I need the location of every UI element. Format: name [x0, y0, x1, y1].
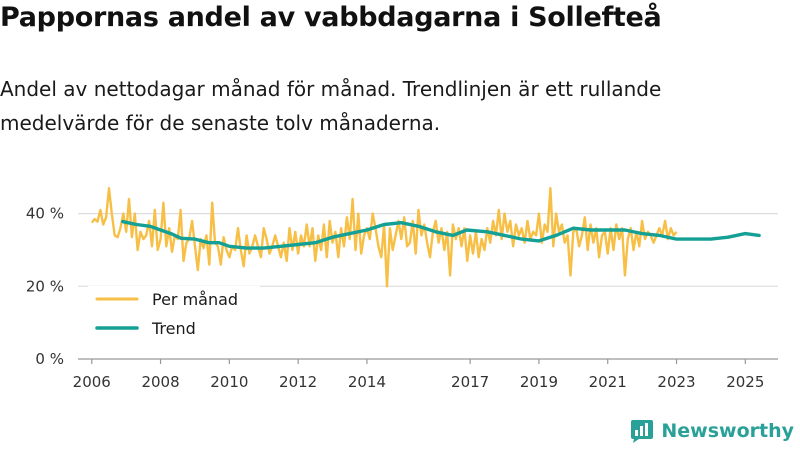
legend-box: [88, 286, 260, 344]
brand-logo: Newsworthy: [629, 418, 794, 444]
brand-name: Newsworthy: [661, 420, 794, 442]
x-tick-label: 2021: [589, 373, 627, 391]
page-title: Pappornas andel av vabbdagarna i Solleft…: [0, 2, 662, 33]
x-tick-label: 2006: [73, 373, 111, 391]
y-tick-label: 0 %: [35, 350, 64, 368]
y-tick-label: 40 %: [26, 205, 64, 223]
legend-label-trend: Trend: [151, 319, 196, 338]
x-tick-label: 2012: [279, 373, 317, 391]
series-line-trend: [121, 219, 761, 250]
bar-chart-logo-icon: [631, 420, 654, 443]
x-tick-label: 2025: [726, 373, 764, 391]
x-tick-label: 2008: [141, 373, 179, 391]
x-tick-label: 2010: [210, 373, 248, 391]
legend-label-monthly: Per månad: [152, 290, 238, 309]
page-subtitle: Andel av nettodagar månad för månad. Tre…: [0, 77, 662, 135]
y-tick-label: 20 %: [26, 277, 64, 295]
x-tick-label: 2023: [657, 373, 695, 391]
x-tick-label: 2019: [520, 373, 558, 391]
x-tick-label: 2014: [348, 373, 386, 391]
x-tick-label: 2017: [451, 373, 489, 391]
